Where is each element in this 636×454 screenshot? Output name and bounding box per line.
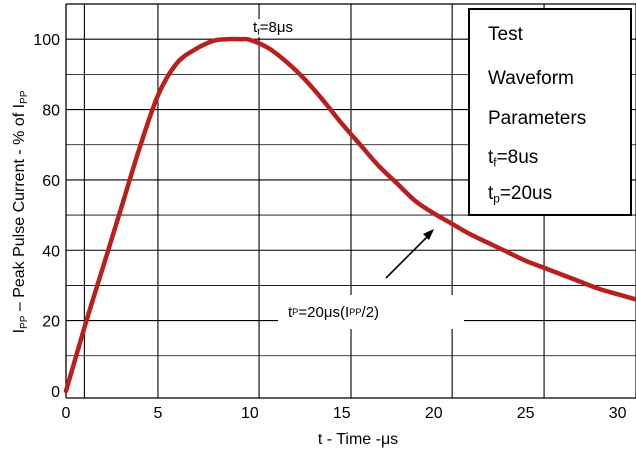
x-tick-label: 15 — [333, 405, 351, 422]
y-tick-label: 100 — [33, 32, 60, 49]
arrow-shaft — [385, 231, 433, 279]
series — [63, 36, 636, 394]
x-tick-label: 0 — [62, 405, 71, 422]
y-tick-label: 0 — [51, 384, 60, 401]
x-axis-label: t - Time -μs — [318, 431, 398, 448]
legend-line-tf: tf=8us — [488, 147, 539, 170]
legend-line-tp: tp=20us — [488, 183, 553, 206]
x-tick-label: 10 — [241, 405, 259, 422]
legend-line-test: Test — [488, 24, 523, 45]
tf-annotation: tf=8μs — [250, 19, 297, 37]
x-tick-label: 30 — [609, 405, 627, 422]
x-tick-label: 25 — [517, 405, 535, 422]
legend-line-waveform: Waveform — [488, 68, 574, 89]
arrow-annotation — [385, 229, 434, 279]
y-tick-labels: 0 20 40 60 80 100 — [33, 32, 60, 401]
y-tick-label: 20 — [42, 314, 60, 331]
legend-line-parameters: Parameters — [488, 108, 587, 129]
arrow-head — [423, 229, 434, 240]
x-tick-labels: 0 5 10 15 20 25 30 — [62, 405, 627, 422]
legend-box: Test Waveform Parameters tf=8us tp=20us — [468, 8, 632, 216]
x-tick-label: 5 — [153, 405, 162, 422]
series-line — [63, 36, 636, 394]
y-axis-label: IPP – Peak Pulse Current - % of IPP — [11, 90, 30, 333]
x-tick-label: 20 — [425, 405, 443, 422]
y-tick-label: 40 — [42, 243, 60, 260]
y-tick-label: 60 — [42, 173, 60, 190]
y-tick-label: 80 — [42, 103, 60, 120]
